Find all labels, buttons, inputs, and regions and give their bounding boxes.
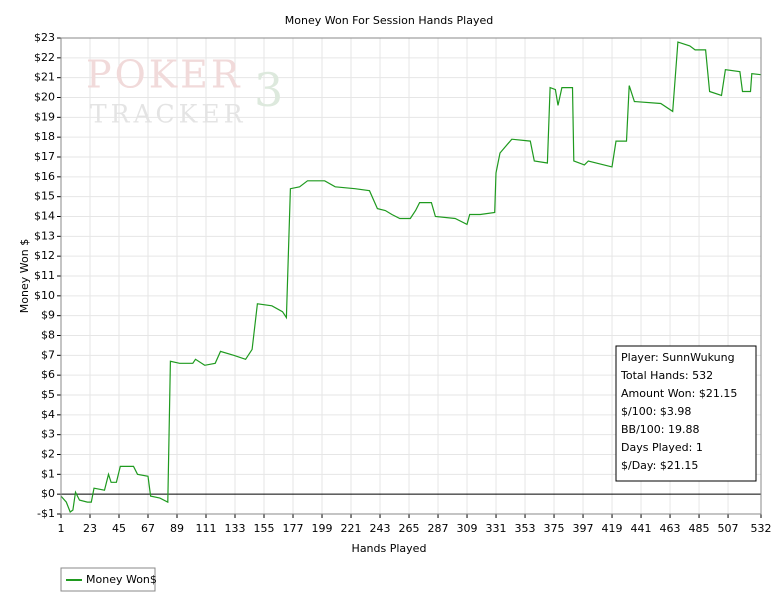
chart-title: Money Won For Session Hands Played xyxy=(285,14,493,27)
x-tick-label: 309 xyxy=(457,522,478,535)
stats-line: Total Hands: 532 xyxy=(620,369,713,382)
x-tick-label: 375 xyxy=(544,522,565,535)
y-tick-label: $1 xyxy=(41,467,55,480)
x-tick-label: 507 xyxy=(718,522,739,535)
y-tick-label: $14 xyxy=(34,210,55,223)
x-tick-label: 67 xyxy=(141,522,155,535)
plot-border xyxy=(60,37,762,515)
x-tick-label: 331 xyxy=(486,522,507,535)
y-tick-label: $12 xyxy=(34,249,55,262)
x-tick-label: 199 xyxy=(312,522,333,535)
series-line xyxy=(60,41,762,513)
y-tick-label: $16 xyxy=(34,170,55,183)
y-tick-label: $19 xyxy=(34,110,55,123)
x-tick-label: 265 xyxy=(399,522,420,535)
x-tick-label: 89 xyxy=(170,522,184,535)
y-tick-label: $21 xyxy=(34,71,55,84)
x-tick-label: 532 xyxy=(751,522,772,535)
watermark-text: TRACKER xyxy=(90,100,246,129)
stats-box xyxy=(615,345,757,482)
y-axis-label: Money Won $ xyxy=(18,239,31,313)
y-tick-label: $18 xyxy=(34,130,55,143)
y-tick-label: -$1 xyxy=(37,507,55,520)
y-tick-label: $6 xyxy=(41,368,55,381)
watermark-text: POKER xyxy=(86,53,242,97)
x-axis-label: Hands Played xyxy=(352,542,427,555)
y-tick-label: $17 xyxy=(34,150,55,163)
y-tick-label: $5 xyxy=(41,388,55,401)
x-tick-label: 287 xyxy=(428,522,449,535)
stats-line: $/Day: $21.15 xyxy=(621,459,698,472)
stats-line: Days Played: 1 xyxy=(621,441,703,454)
x-tick-label: 463 xyxy=(660,522,681,535)
x-tick-label: 155 xyxy=(254,522,275,535)
legend-label: Money Won$ xyxy=(86,573,157,586)
x-tick-label: 441 xyxy=(631,522,652,535)
y-tick-label: $7 xyxy=(41,348,55,361)
watermark: POKER TRACKER 3 xyxy=(86,53,283,129)
y-tick-label: $2 xyxy=(41,448,55,461)
x-tick-label: 221 xyxy=(341,522,362,535)
y-tick-label: $8 xyxy=(41,329,55,342)
y-tick-label: $15 xyxy=(34,190,55,203)
x-tick-label: 1 xyxy=(58,522,65,535)
stats-line: Amount Won: $21.15 xyxy=(621,387,737,400)
y-tick-label: $13 xyxy=(34,229,55,242)
x-tick-label: 243 xyxy=(370,522,391,535)
y-tick-label: $0 xyxy=(41,487,55,500)
stats-line: BB/100: 19.88 xyxy=(621,423,700,436)
x-tick-label: 23 xyxy=(83,522,97,535)
x-tick-label: 177 xyxy=(283,522,304,535)
y-tick-label: $3 xyxy=(41,428,55,441)
watermark-text: 3 xyxy=(254,63,283,117)
y-tick-label: $10 xyxy=(34,289,55,302)
y-tick-label: $11 xyxy=(34,269,55,282)
y-tick-label: $20 xyxy=(34,91,55,104)
x-tick-label: 133 xyxy=(225,522,246,535)
legend-box xyxy=(60,567,156,592)
y-tick-label: $22 xyxy=(34,51,55,64)
x-tick-label: 45 xyxy=(112,522,126,535)
x-tick-label: 111 xyxy=(196,522,217,535)
x-tick-label: 419 xyxy=(602,522,623,535)
stats-line: $/100: $3.98 xyxy=(621,405,691,418)
x-tick-label: 485 xyxy=(689,522,710,535)
y-tick-label: $9 xyxy=(41,309,55,322)
y-tick-label: $23 xyxy=(34,31,55,44)
stats-line: Player: SunnWukung xyxy=(621,351,735,364)
x-tick-label: 397 xyxy=(573,522,594,535)
y-tick-label: $4 xyxy=(41,408,55,421)
x-tick-label: 353 xyxy=(515,522,536,535)
